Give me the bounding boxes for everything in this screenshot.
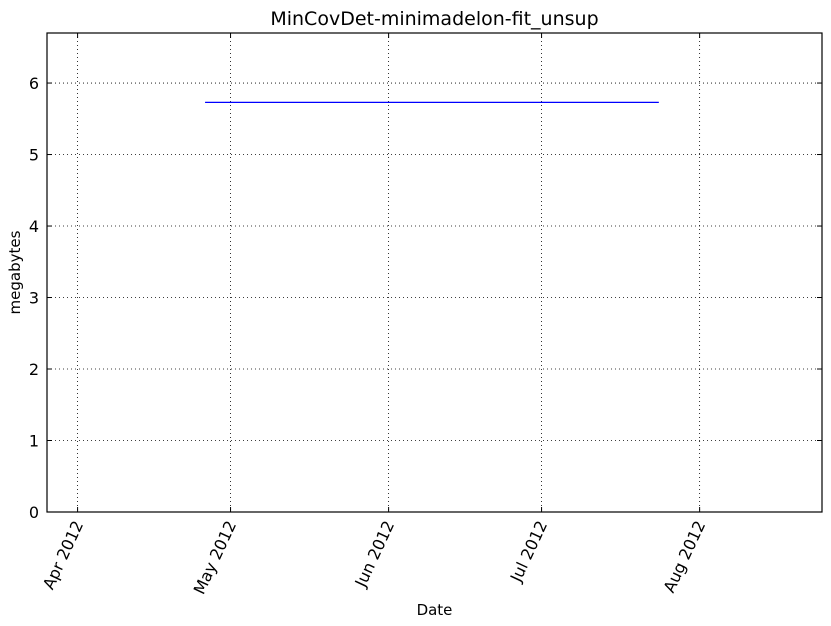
y-axis-label: megabytes bbox=[6, 230, 24, 314]
y-tick-label: 5 bbox=[29, 146, 39, 165]
y-tick-label: 3 bbox=[29, 289, 39, 308]
chart-title: MinCovDet-minimadelon-fit_unsup bbox=[270, 8, 598, 30]
y-tick-label: 0 bbox=[29, 503, 39, 522]
y-tick-label: 1 bbox=[29, 432, 39, 451]
x-axis-label: Date bbox=[417, 601, 453, 619]
y-tick-label: 2 bbox=[29, 360, 39, 379]
y-tick-label: 4 bbox=[29, 217, 39, 236]
y-tick-label: 6 bbox=[29, 74, 39, 93]
plot-frame bbox=[46, 32, 823, 513]
